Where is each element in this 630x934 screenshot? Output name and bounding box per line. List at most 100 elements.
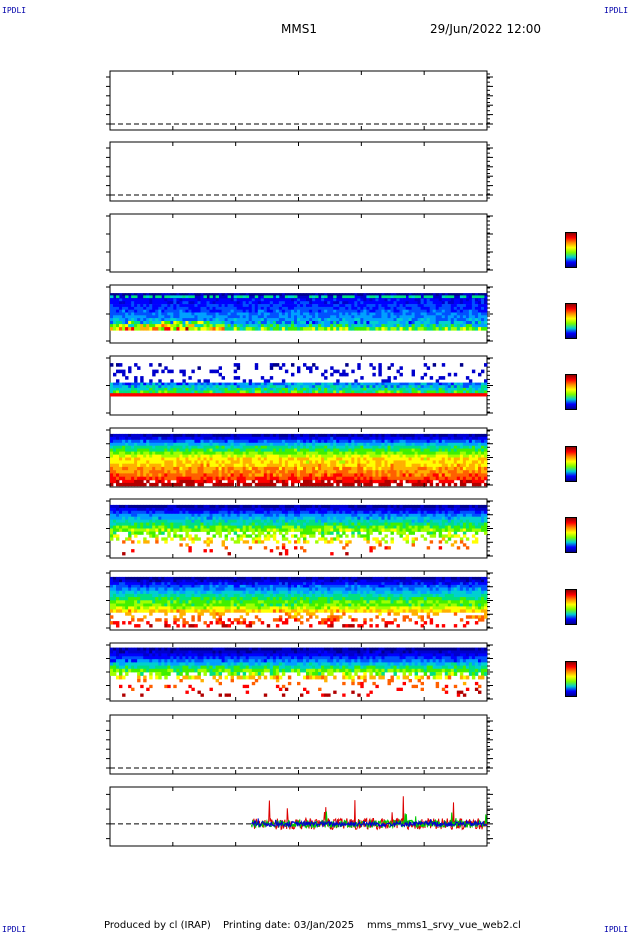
spectrogram-cell-3 <box>116 327 120 331</box>
spectrogram-cell-3 <box>218 315 222 319</box>
spectrogram-cell-4 <box>236 393 241 397</box>
spectrogram-cell-4 <box>272 390 277 394</box>
spectrogram-cell-4 <box>272 382 277 386</box>
spectrogram-cell-5 <box>375 470 379 474</box>
spectrogram-cell-6 <box>281 507 286 512</box>
spectrogram-cell-3 <box>122 327 126 331</box>
spectrogram-cell-3 <box>381 301 385 305</box>
spectrogram-cell-5 <box>134 470 138 474</box>
spectrogram-cell-5 <box>128 433 132 438</box>
spectrogram-cell-3 <box>294 324 298 328</box>
spectrogram-cell-3 <box>405 312 409 316</box>
spectrogram-cell-3 <box>474 304 479 308</box>
spectrogram-cell-3 <box>291 293 295 297</box>
spectrogram-cell-5 <box>206 433 210 438</box>
spectrogram-cell-4 <box>351 387 355 391</box>
spectrogram-cell-5 <box>306 448 310 452</box>
spectrogram-cell-3 <box>402 309 406 313</box>
spectrogram-cell-3 <box>312 304 316 308</box>
spectrogram-cell-5 <box>170 470 174 474</box>
spectrogram-cell-3 <box>119 293 123 297</box>
spectrogram-cell-5 <box>324 454 328 458</box>
spectrogram-cell-5 <box>215 476 219 481</box>
spectrogram-cell-5 <box>429 473 434 477</box>
spectrogram-cell-5 <box>399 460 403 464</box>
spectrogram-cell-3 <box>161 306 165 311</box>
spectrogram-cell-5 <box>221 436 225 441</box>
spectrogram-cell-3 <box>260 321 265 325</box>
spectrogram-cell-5 <box>369 457 373 461</box>
spectrogram-cell-3 <box>423 315 428 319</box>
spectrogram-cell-5 <box>411 473 415 477</box>
spectrogram-cell-3 <box>125 318 129 322</box>
spectrogram-cell-3 <box>233 309 238 313</box>
spectrogram-cell-4 <box>155 393 159 397</box>
spectrogram-cell-3 <box>197 306 201 311</box>
spectrogram-cell-5 <box>266 479 271 484</box>
spectrogram-cell-5 <box>194 454 198 458</box>
spectrogram-cell-3 <box>176 318 180 322</box>
spectrogram-cell-6 <box>242 507 247 512</box>
spectrogram-cell-5 <box>459 439 464 444</box>
spectrogram-cell-5 <box>185 470 189 474</box>
spectrogram-cell-5 <box>447 451 452 455</box>
spectrogram-cell-5 <box>417 470 421 474</box>
spectrogram-cell-5 <box>263 454 268 458</box>
spectrogram-cell-3 <box>378 312 382 316</box>
spectrogram-cell-5 <box>330 482 334 487</box>
spectrogram-cell-4 <box>155 387 159 391</box>
spectrogram-cell-5 <box>438 457 443 461</box>
spectrogram-cell-3 <box>426 321 431 325</box>
spectrogram-cell-5 <box>420 466 424 471</box>
spectrogram-cell-4 <box>254 385 259 389</box>
spectrogram-cell-3 <box>384 304 388 308</box>
spectrogram-cell-5 <box>474 457 479 461</box>
spectrogram-cell-3 <box>218 298 222 302</box>
spectrogram-cell-5 <box>170 476 174 481</box>
spectrogram-cell-5 <box>269 448 274 452</box>
spectrogram-cell-5 <box>287 442 292 447</box>
spectrogram-cell-3 <box>432 309 437 313</box>
spectrogram-cell-4 <box>453 385 458 389</box>
spectrogram-cell-3 <box>275 318 280 322</box>
spectrogram-cell-5 <box>420 433 424 438</box>
spectrogram-cell-5 <box>357 463 361 468</box>
spectrogram-cell-5 <box>188 448 192 452</box>
spectrogram-cell-3 <box>209 315 213 319</box>
spectrogram-cell-4 <box>179 387 183 391</box>
spectrogram-cell-5 <box>366 479 370 484</box>
spectrogram-cell-5 <box>447 463 452 468</box>
spectrogram-cell-3 <box>239 321 244 325</box>
spectrogram-cell-3 <box>185 298 189 302</box>
spectrogram-cell-3 <box>438 304 443 308</box>
spectrogram-cell-3 <box>456 318 461 322</box>
spectrogram-cell-3 <box>381 304 385 308</box>
spectrogram-cell-5 <box>275 433 280 438</box>
spectrogram-cell-5 <box>272 454 277 458</box>
spectrogram-cell-5 <box>384 473 388 477</box>
spectrogram-cell-5 <box>269 460 274 464</box>
spectrogram-cell-6 <box>236 507 241 512</box>
spectrogram-cell-4 <box>360 393 364 397</box>
spectrogram-cell-5 <box>468 457 473 461</box>
spectrogram-cell-3 <box>251 324 256 328</box>
spectrogram-cell-4 <box>236 366 241 370</box>
spectrogram-cell-6 <box>478 504 482 509</box>
spectrogram-cell-6 <box>203 504 207 509</box>
spectrogram-cell-5 <box>284 445 289 450</box>
spectrogram-cell-3 <box>122 312 126 316</box>
spectrogram-cell-5 <box>306 445 310 450</box>
spectrogram-cell-4 <box>387 382 391 386</box>
spectrogram-cell-5 <box>291 454 295 458</box>
spectrogram-cell-5 <box>239 479 244 484</box>
spectrogram-cell-3 <box>212 324 216 328</box>
spectrogram-cell-3 <box>435 324 440 328</box>
spectrogram-cell-3 <box>366 304 370 308</box>
spectrogram-cell-5 <box>411 445 415 450</box>
spectrogram-cell-4 <box>236 387 241 391</box>
spectrogram-cell-3 <box>399 295 403 299</box>
spectrogram-cell-5 <box>459 476 464 481</box>
spectrogram-cell-5 <box>465 470 470 474</box>
spectrogram-cell-5 <box>444 442 449 447</box>
spectrogram-cell-3 <box>315 324 319 328</box>
